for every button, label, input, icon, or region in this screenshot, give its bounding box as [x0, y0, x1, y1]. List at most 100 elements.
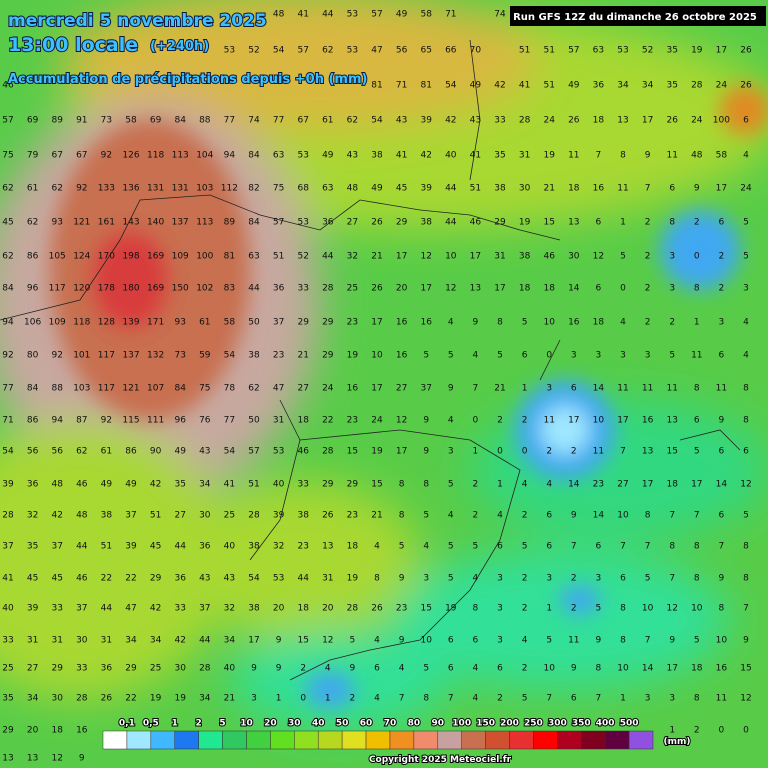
grid-value: 36	[273, 284, 285, 294]
grid-value: 34	[224, 636, 236, 646]
grid-value: 43	[224, 574, 235, 584]
grid-value: 53	[297, 151, 308, 161]
grid-value: 31	[27, 636, 38, 646]
grid-value: 13	[617, 116, 628, 126]
grid-value: 133	[98, 184, 115, 194]
grid-value: 31	[51, 636, 62, 646]
grid-value: 9	[571, 664, 577, 674]
grid-value: 8	[694, 542, 700, 552]
grid-value: 62	[2, 252, 13, 262]
subtitle: Accumulation de précipitations depuis +0…	[8, 72, 367, 87]
grid-value: 35	[174, 480, 185, 490]
grid-value: 3	[497, 636, 503, 646]
grid-value: 18	[691, 664, 703, 674]
grid-value: 2	[522, 416, 528, 426]
grid-value: 48	[347, 184, 359, 194]
grid-value: 117	[98, 384, 115, 394]
legend-swatch	[389, 730, 415, 750]
grid-value: 3	[596, 574, 602, 584]
grid-value: 3	[743, 284, 749, 294]
grid-value: 38	[248, 604, 260, 614]
grid-value: 86	[27, 416, 39, 426]
grid-value: 33	[297, 284, 308, 294]
grid-value: 61	[322, 116, 333, 126]
grid-value: 30	[76, 636, 88, 646]
legend-label: 2	[196, 719, 202, 729]
grid-value: 32	[224, 604, 235, 614]
grid-value: 18	[593, 116, 605, 126]
grid-value: 113	[172, 151, 189, 161]
grid-value: 81	[371, 81, 382, 91]
grid-value: 5	[522, 318, 528, 328]
grid-value: 8	[620, 636, 626, 646]
grid-value: 56	[396, 46, 408, 56]
grid-value: 34	[27, 694, 39, 704]
grid-value: 54	[224, 447, 236, 457]
grid-value: 13	[642, 447, 653, 457]
legend-swatch	[317, 730, 343, 750]
grid-value: 18	[568, 184, 580, 194]
grid-value: 17	[396, 447, 407, 457]
grid-value: 45	[27, 574, 38, 584]
grid-value: 21	[494, 384, 505, 394]
grid-value: 41	[396, 151, 407, 161]
grid-value: 7	[448, 694, 454, 704]
grid-value: 45	[150, 542, 161, 552]
legend-swatch	[437, 730, 462, 750]
grid-value: 17	[617, 416, 628, 426]
grid-value: 8	[694, 574, 700, 584]
grid-value: 63	[322, 184, 333, 194]
grid-value: 4	[374, 542, 380, 552]
grid-value: 5	[596, 604, 602, 614]
grid-value: 8	[423, 694, 429, 704]
grid-value: 57	[2, 116, 13, 126]
grid-value: 4	[497, 511, 503, 521]
grid-value: 105	[49, 252, 66, 262]
legend-label: 40	[312, 719, 325, 729]
grid-value: 39	[27, 604, 39, 614]
grid-value: 71	[396, 81, 407, 91]
grid-value: 16	[642, 416, 654, 426]
grid-value: 2	[571, 604, 577, 614]
grid-value: 24	[371, 416, 383, 426]
grid-value: 3	[571, 351, 577, 361]
grid-value: 42	[445, 116, 456, 126]
time-title: 13:00 locale	[8, 34, 138, 56]
grid-value: 20	[396, 284, 408, 294]
grid-value: 4	[374, 694, 380, 704]
grid-value: 118	[73, 318, 90, 328]
legend-swatch	[485, 730, 510, 750]
grid-value: 58	[125, 116, 137, 126]
grid-value: 5	[497, 351, 503, 361]
grid-value: 48	[51, 480, 63, 490]
grid-value: 49	[568, 81, 580, 91]
grid-value: 100	[196, 252, 213, 262]
grid-value: 29	[322, 318, 334, 328]
grid-value: 7	[620, 447, 626, 457]
grid-value: 36	[199, 542, 211, 552]
grid-value: 30	[51, 694, 63, 704]
grid-value: 61	[101, 447, 112, 457]
grid-value: 18	[297, 604, 309, 614]
grid-value: 77	[224, 116, 235, 126]
grid-value: 51	[470, 184, 481, 194]
grid-value: 92	[101, 151, 112, 161]
grid-value: 10	[371, 351, 383, 361]
grid-value: 40	[273, 480, 285, 490]
grid-value: 91	[76, 116, 87, 126]
legend-swatch	[341, 730, 367, 750]
grid-value: 92	[76, 184, 87, 194]
grid-value: 26	[740, 46, 752, 56]
grid-value: 62	[248, 384, 259, 394]
grid-value: 150	[172, 284, 189, 294]
grid-value: 53	[224, 46, 235, 56]
grid-value: 12	[740, 480, 751, 490]
grid-value: 48	[76, 511, 88, 521]
grid-value: 12	[51, 754, 62, 764]
grid-value: 10	[543, 664, 555, 674]
grid-value: 10	[617, 664, 629, 674]
grid-value: 37	[51, 542, 62, 552]
grid-value: 84	[2, 284, 14, 294]
grid-value: 11	[568, 151, 579, 161]
grid-value: 44	[76, 542, 88, 552]
